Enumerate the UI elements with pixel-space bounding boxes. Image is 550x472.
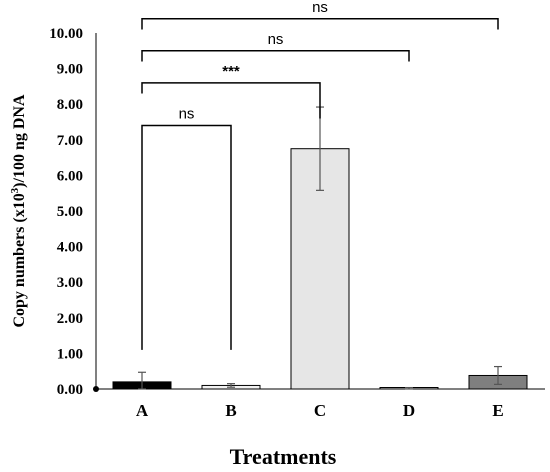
error-bar-D	[405, 386, 413, 390]
x-tick-label-D: D	[403, 401, 415, 420]
error-bar-B	[227, 383, 235, 388]
significance-label: ns	[268, 31, 284, 48]
y-tick-label: 7.00	[57, 133, 83, 149]
y-tick-label: 0.00	[57, 382, 83, 398]
y-tick-label: 4.00	[57, 240, 83, 256]
x-tick-label-C: C	[314, 401, 326, 420]
bracket-line	[141, 82, 321, 119]
bracket-A-B: ns	[141, 106, 232, 350]
error-bars	[138, 106, 502, 390]
x-tick-label-A: A	[136, 401, 149, 420]
significance-label: ns	[179, 106, 195, 123]
bracket-A-D: ns	[141, 31, 410, 62]
y-tick-label: 6.00	[57, 168, 83, 184]
y-axis-title-main: Copy numbers (x10	[11, 193, 28, 327]
y-tick-labels: 0.00 1.00 2.00 3.00 4.00 5.00 6.00 7.00 8.00 9.00…	[49, 26, 83, 398]
significance-label: ns	[312, 0, 328, 16]
x-tick-label-E: E	[492, 401, 503, 420]
bracket-line	[141, 124, 232, 350]
x-axis-title: Treatments	[230, 444, 337, 469]
significance-brackets: ns *** ns ns	[141, 0, 499, 350]
y-tick-label: 10.00	[49, 26, 83, 42]
y-axis-title-tail: )/100 ng DNA	[11, 94, 28, 188]
y-tick-label: 8.00	[57, 97, 83, 113]
x-tick-label-B: B	[225, 401, 236, 420]
y-tick-label: 1.00	[57, 346, 83, 362]
axis-origin-dot	[93, 386, 99, 392]
x-tick-labels: A B C D E	[136, 401, 504, 420]
y-tick-label: 2.00	[57, 311, 83, 327]
error-bar-A	[138, 371, 146, 390]
bracket-line	[141, 18, 499, 30]
y-tick-label: 3.00	[57, 275, 83, 291]
bracket-A-C: ***	[141, 63, 321, 119]
significance-label: ***	[222, 63, 240, 80]
y-tick-label: 5.00	[57, 204, 83, 220]
bracket-A-E: ns	[141, 0, 499, 30]
y-tick-label: 9.00	[57, 62, 83, 78]
bracket-line	[141, 50, 410, 62]
y-axis-title-superscript: 3	[9, 187, 21, 193]
y-axis-title: Copy numbers (x103)/100 ng DNA	[9, 94, 28, 328]
error-bar-E	[494, 365, 502, 385]
